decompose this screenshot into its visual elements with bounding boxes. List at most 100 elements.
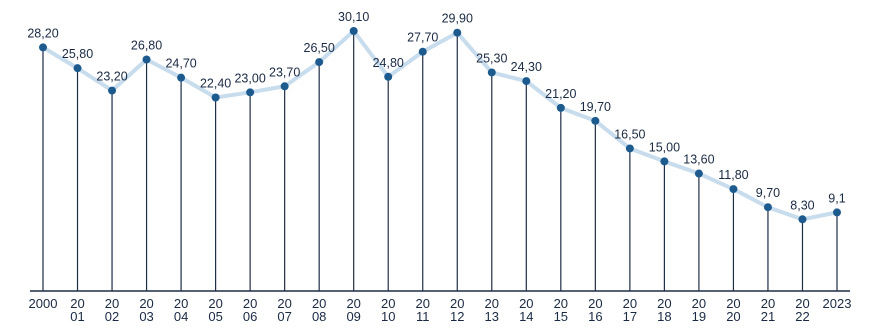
x-tick-label-5-line-1: 05 — [208, 309, 222, 324]
x-tick-label-14: 20 14 — [519, 296, 533, 324]
data-point-7 — [280, 82, 289, 91]
value-label-13: 25,30 — [476, 51, 507, 65]
x-tick-label-11-line-0: 20 — [416, 296, 430, 311]
x-tick-label-17: 20 17 — [623, 296, 637, 324]
x-tick-label-12-line-1: 12 — [450, 309, 464, 324]
x-tick-label-8-line-0: 20 — [312, 296, 326, 311]
x-tick-label-21-line-1: 21 — [761, 309, 775, 324]
x-tick-label-1-line-1: 01 — [70, 309, 84, 324]
value-label-19: 13,60 — [683, 153, 714, 167]
x-tick-label-5: 20 05 — [208, 296, 222, 324]
x-tick-label-1: 20 01 — [70, 296, 84, 324]
value-label-22: 8,30 — [790, 198, 814, 212]
x-tick-label-15-line-0: 20 — [554, 296, 568, 311]
x-tick-label-2-line-1: 02 — [105, 309, 119, 324]
x-tick-label-4-line-0: 20 — [174, 296, 188, 311]
value-label-3: 26,80 — [131, 39, 162, 53]
data-point-10 — [384, 72, 393, 81]
x-tick-label-7: 20 07 — [277, 296, 291, 324]
x-tick-label-22-line-0: 20 — [795, 296, 809, 311]
x-tick-label-9: 20 09 — [346, 296, 360, 324]
value-label-4: 24,70 — [165, 57, 196, 71]
x-tick-label-10-line-1: 10 — [381, 309, 395, 324]
data-point-13 — [487, 68, 496, 77]
data-point-14 — [522, 77, 531, 86]
markers — [39, 27, 841, 224]
x-tick-label-6: 20 06 — [243, 296, 257, 324]
value-label-18: 15,00 — [649, 140, 680, 154]
x-tick-label-11: 20 11 — [416, 296, 430, 324]
value-label-14: 24,30 — [511, 60, 542, 74]
x-tick-label-20-line-1: 20 — [726, 309, 740, 324]
x-tick-label-16-line-1: 16 — [588, 309, 602, 324]
data-point-1 — [73, 64, 82, 73]
value-label-21: 9,70 — [756, 186, 780, 200]
x-tick-label-4-line-1: 04 — [174, 309, 188, 324]
value-label-23: 9,1 — [828, 191, 845, 205]
x-tick-label-12-line-0: 20 — [450, 296, 464, 311]
x-tick-label-23-line-0: 2023 — [823, 296, 852, 311]
x-tick-label-18-line-1: 18 — [657, 309, 671, 324]
data-point-2 — [108, 86, 117, 95]
x-tick-label-9-line-1: 09 — [346, 309, 360, 324]
x-tick-label-23: 2023 — [823, 296, 852, 311]
x-tick-label-8: 20 08 — [312, 296, 326, 324]
value-label-8: 26,50 — [304, 41, 335, 55]
value-label-7: 23,70 — [269, 65, 300, 79]
x-tick-label-21: 20 21 — [761, 296, 775, 324]
x-tick-label-22: 20 22 — [795, 296, 809, 324]
data-point-0 — [39, 43, 47, 52]
value-label-20: 11,80 — [718, 168, 748, 182]
data-point-6 — [246, 88, 255, 97]
x-tick-label-11-line-1: 11 — [416, 309, 430, 324]
x-tick-label-6-line-0: 20 — [243, 296, 257, 311]
x-tick-label-14-line-0: 20 — [519, 296, 533, 311]
value-label-15: 21,20 — [545, 87, 576, 101]
x-tick-label-21-line-0: 20 — [761, 296, 775, 311]
data-point-4 — [177, 73, 186, 82]
value-label-11: 27,70 — [407, 31, 438, 45]
x-tick-label-12: 20 12 — [450, 296, 464, 324]
x-tick-label-3-line-0: 20 — [139, 296, 153, 311]
data-point-8 — [315, 58, 324, 67]
x-tick-label-3: 20 03 — [139, 296, 153, 324]
data-point-17 — [625, 144, 634, 153]
x-tick-label-20-line-0: 20 — [726, 296, 740, 311]
x-tick-label-7-line-0: 20 — [277, 296, 291, 311]
x-tick-label-2: 20 02 — [105, 296, 119, 324]
x-tick-label-14-line-1: 14 — [519, 309, 533, 324]
value-label-10: 24,80 — [373, 56, 404, 70]
data-point-20 — [729, 185, 738, 194]
x-tick-label-16: 20 16 — [588, 296, 602, 324]
x-tick-label-4: 20 04 — [174, 296, 188, 324]
x-tick-label-0: 2000 — [29, 296, 58, 311]
data-point-3 — [142, 55, 151, 64]
value-label-17: 16,50 — [614, 127, 645, 141]
x-tick-label-0-line-0: 2000 — [29, 296, 58, 311]
value-label-0: 28,20 — [27, 26, 58, 40]
x-tick-label-6-line-1: 06 — [243, 309, 257, 324]
x-tick-label-19-line-0: 20 — [692, 296, 706, 311]
x-tick-label-19: 20 19 — [692, 296, 706, 324]
x-tick-label-17-line-0: 20 — [623, 296, 637, 311]
x-tick-label-22-line-1: 22 — [795, 309, 809, 324]
value-label-1: 25,80 — [62, 47, 93, 61]
data-point-9 — [349, 27, 358, 35]
x-tick-label-15-line-1: 15 — [554, 309, 568, 324]
data-point-11 — [418, 47, 427, 56]
series-line — [41, 29, 839, 222]
data-point-22 — [798, 215, 807, 224]
x-tick-label-16-line-0: 20 — [588, 296, 602, 311]
x-tick-label-10: 20 10 — [381, 296, 395, 324]
x-tick-label-13-line-0: 20 — [485, 296, 499, 311]
x-tick-label-19-line-1: 19 — [692, 309, 706, 324]
value-label-16: 19,70 — [580, 100, 611, 114]
stems — [42, 31, 838, 291]
data-point-12 — [453, 28, 462, 37]
value-label-9: 30,10 — [338, 10, 369, 24]
x-tick-label-17-line-1: 17 — [623, 309, 637, 324]
x-tick-label-20: 20 20 — [726, 296, 740, 324]
x-tick-label-3-line-1: 03 — [139, 309, 153, 324]
